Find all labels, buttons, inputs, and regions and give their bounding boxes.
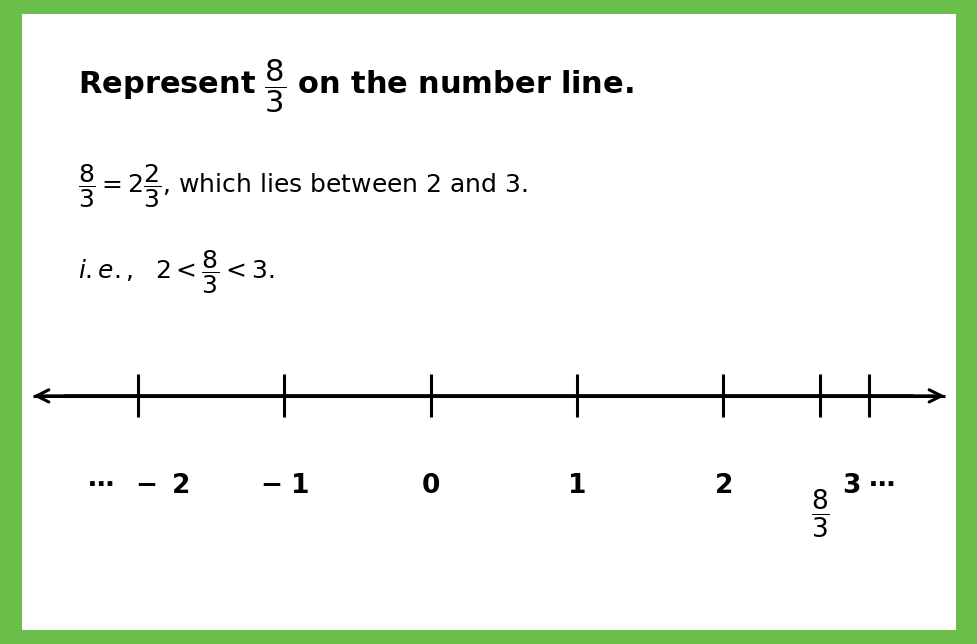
Text: $\mathbf{Represent}\ \dfrac{8}{3}\ \mathbf{on\ the\ number\ line.}$: $\mathbf{Represent}\ \dfrac{8}{3}\ \math… — [77, 57, 633, 115]
Text: $\mathbf{3 \ \cdots}$: $\mathbf{3 \ \cdots}$ — [841, 473, 895, 499]
Text: $\mathbf{1}$: $\mathbf{1}$ — [567, 473, 585, 499]
Text: $\mathbf{0}$: $\mathbf{0}$ — [420, 473, 440, 499]
Text: $\mathbf{-\ 1}$: $\mathbf{-\ 1}$ — [260, 473, 309, 499]
Text: $\mathbf{\cdots \ \ -\ 2}$: $\mathbf{\cdots \ \ -\ 2}$ — [87, 473, 190, 499]
Text: $i.e.,\ \ 2 < \dfrac{8}{3} < 3.$: $i.e.,\ \ 2 < \dfrac{8}{3} < 3.$ — [77, 248, 274, 296]
Text: $\dfrac{8}{3}$: $\dfrac{8}{3}$ — [810, 488, 828, 540]
Text: $\dfrac{8}{3} = 2\dfrac{2}{3}$, which lies between 2 and 3.: $\dfrac{8}{3} = 2\dfrac{2}{3}$, which li… — [77, 162, 527, 210]
Text: $\mathbf{2}$: $\mathbf{2}$ — [713, 473, 731, 499]
